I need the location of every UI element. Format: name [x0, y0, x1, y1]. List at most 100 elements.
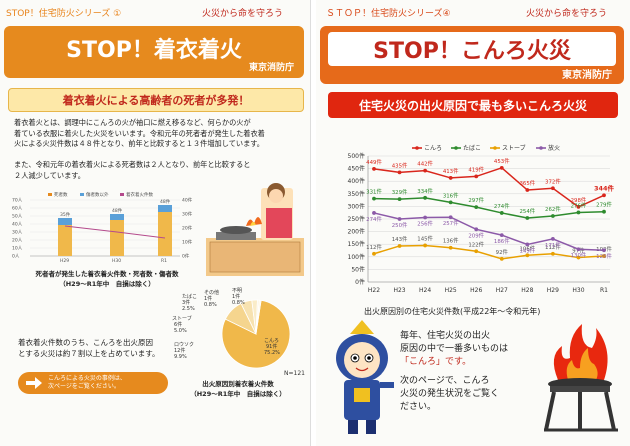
- svg-text:たばこ: たばこ: [182, 293, 197, 300]
- y-tick-label: 0件: [355, 278, 365, 286]
- pie-slice-5: [255, 299, 262, 335]
- bar-ytick: 30人: [12, 230, 23, 236]
- bar-ytick: 40人: [12, 222, 23, 228]
- bar-h29: 35件: [58, 211, 72, 256]
- data-point: [576, 205, 581, 209]
- svg-text:H29: H29: [60, 258, 69, 264]
- data-point: [423, 243, 428, 248]
- svg-text:ストーブ: ストーブ: [172, 315, 192, 322]
- data-label: 276件: [571, 201, 587, 209]
- data-point: [550, 186, 555, 191]
- pie-caption: 出火原因別着衣着火件数 （H29〜R1年中 自損は除く）: [190, 380, 286, 398]
- data-point: [448, 176, 453, 180]
- data-point: [499, 211, 504, 215]
- svg-text:不明: 不明: [232, 288, 242, 294]
- example-callout[interactable]: こんろによる火災の事例は、 次ページをご覧ください。: [18, 372, 168, 394]
- data-label: 186件: [494, 237, 510, 245]
- data-label: 435件: [392, 161, 408, 169]
- page-title: STOP！こんろ火災: [373, 39, 571, 64]
- pie-n-label: N=121: [284, 370, 305, 377]
- data-label: 316件: [443, 191, 459, 199]
- bar-ytick: 0人: [12, 254, 20, 260]
- data-point: [372, 196, 376, 201]
- second-paragraph: また、令和元年の着衣着火による死者数は２人となり、前年と比較すると ２人減少して…: [14, 160, 251, 180]
- bar-r1: 48件: [158, 198, 172, 256]
- data-label: 453件: [494, 157, 510, 165]
- series-label: ＳＴＯＰ！住宅防火シリーズ④: [326, 9, 451, 19]
- data-label: 92件: [496, 248, 509, 256]
- x-tick-label: R1: [600, 287, 608, 294]
- data-label: 256件: [417, 219, 433, 227]
- data-point: [550, 237, 555, 241]
- svg-text:ロウソク: ロウソク: [174, 341, 194, 348]
- slogan: 火災から命を守ろう: [526, 9, 608, 19]
- data-point: [576, 210, 581, 215]
- data-point: [525, 242, 530, 247]
- data-point: [602, 248, 606, 253]
- data-point: [602, 193, 606, 198]
- data-point: [525, 253, 530, 258]
- bar-ytick: 60人: [12, 206, 23, 212]
- x-tick-label: H26: [470, 287, 482, 294]
- svg-text:着衣着火件数: 着衣着火件数: [126, 191, 153, 198]
- data-point: [550, 214, 555, 218]
- legend-label: 放火: [548, 144, 560, 152]
- bar-h30: 48件: [110, 207, 124, 256]
- cooking-fire-illustration: [206, 183, 304, 276]
- data-label: 262件: [545, 205, 561, 213]
- data-point: [576, 247, 581, 252]
- svg-text:1件: 1件: [232, 293, 240, 300]
- bar-ytick: 20人: [12, 238, 23, 244]
- data-label: 274件: [366, 215, 382, 223]
- data-point: [576, 255, 581, 260]
- bar-y2tick: 30件: [182, 211, 193, 218]
- injury-bar-chart: 死者数 傷者数以外 着衣着火件数 70人 60人 50人 40人 30人 20人 10人 0人…: [10, 190, 196, 264]
- data-label: 257件: [443, 219, 459, 227]
- data-point: [550, 251, 555, 256]
- x-tick-label: H25: [445, 287, 457, 294]
- x-tick-label: H28: [521, 287, 533, 294]
- data-label: 274件: [494, 202, 510, 210]
- title-banner: STOP！こんろ火災 東京消防庁: [320, 26, 624, 84]
- x-tick-label: H23: [393, 287, 405, 294]
- bar-y2tick: 20件: [182, 225, 193, 232]
- data-point: [499, 233, 504, 238]
- svg-text:91件: 91件: [266, 343, 277, 350]
- data-point: [602, 254, 606, 258]
- svg-text:その他: その他: [204, 289, 219, 296]
- data-label: 372件: [545, 177, 561, 185]
- data-point: [423, 195, 428, 200]
- svg-text:傷者数以外: 傷者数以外: [86, 191, 109, 198]
- dept-label: 東京消防庁: [248, 63, 294, 73]
- data-point: [602, 209, 606, 214]
- svg-text:1件: 1件: [204, 295, 212, 302]
- y-tick-label: 500件: [348, 152, 365, 160]
- legend-label: たばこ: [463, 144, 481, 152]
- data-point: [372, 211, 376, 215]
- data-label: 413件: [443, 167, 459, 175]
- svg-text:5.0%: 5.0%: [174, 328, 187, 334]
- data-point: [474, 205, 479, 210]
- data-label: 334件: [417, 187, 433, 195]
- fire-cause-line-chart: こんろ たばこ ストーブ 放火 500件 450件 400件 350件 300件 250件 200…: [348, 144, 615, 294]
- data-point: [525, 216, 530, 220]
- data-point: [397, 244, 402, 248]
- data-point: [499, 165, 504, 170]
- dept-label: 東京消防庁: [562, 70, 612, 81]
- left-page: STOP！住宅防火シリーズ ① 火災から命を守ろう STOP！着衣着火 東京消防…: [0, 0, 311, 446]
- data-label: 254件: [519, 207, 535, 215]
- data-point: [474, 174, 479, 179]
- bar-y2tick: 0件: [182, 253, 190, 260]
- svg-text:死者数: 死者数: [54, 191, 68, 198]
- data-label: 250件: [392, 221, 408, 229]
- bar-ytick: 10人: [12, 246, 23, 252]
- page-title: STOP！着衣着火: [66, 38, 242, 63]
- bar-chart-caption: 死者者が発生した着衣着火件数・死者数・傷者数 （H29〜R1年中 自損は除く）: [35, 270, 179, 288]
- svg-text:35件: 35件: [60, 211, 71, 218]
- data-label: 209件: [468, 231, 484, 239]
- data-label: 449件: [366, 158, 382, 166]
- bottom-paragraph: 着衣着火件数のうち、こんろを出火原因 とする火災は約７割以上を占めています。: [18, 338, 160, 358]
- data-point: [499, 256, 504, 261]
- data-label: 171件: [545, 241, 561, 249]
- stove-fire-illustration: [544, 324, 618, 432]
